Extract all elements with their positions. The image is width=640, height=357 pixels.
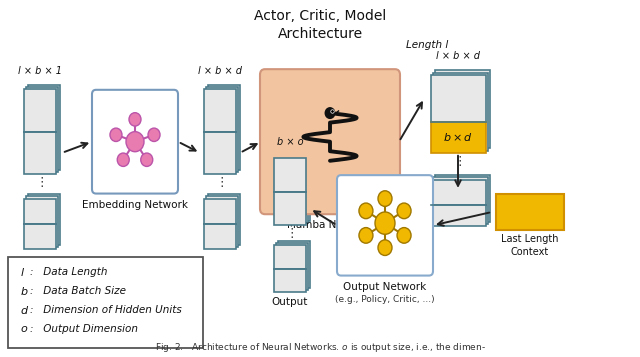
Circle shape [117, 153, 129, 166]
Text: (e.g., Policy, Critic, ...): (e.g., Policy, Critic, ...) [335, 295, 435, 303]
Bar [206, 196, 238, 247]
Text: ⋮: ⋮ [36, 176, 48, 190]
Bar [274, 192, 306, 225]
Circle shape [325, 108, 335, 119]
Text: ⋮: ⋮ [285, 227, 298, 240]
Circle shape [397, 203, 411, 218]
Text: Actor, Critic, Model
Architecture: Actor, Critic, Model Architecture [254, 9, 386, 41]
Circle shape [378, 240, 392, 256]
Text: Embedding Network: Embedding Network [82, 200, 188, 210]
Bar [274, 246, 306, 269]
Bar [24, 198, 56, 224]
Bar [204, 132, 236, 174]
Text: $b \times d$: $b \times d$ [513, 205, 547, 219]
Text: Last Length
Context: Last Length Context [501, 234, 559, 257]
Bar [433, 72, 488, 151]
Bar [204, 198, 236, 224]
Text: Output: Output [272, 297, 308, 307]
Bar [278, 241, 310, 288]
Text: Fig. 2.   Architecture of Neural Networks. $o$ is output size, i.e., the dimen-: Fig. 2. Architecture of Neural Networks.… [154, 341, 486, 354]
Circle shape [129, 113, 141, 126]
Text: :   Data Batch Size: : Data Batch Size [30, 286, 126, 296]
Circle shape [397, 228, 411, 243]
Bar [204, 89, 236, 132]
Bar [28, 85, 60, 170]
Circle shape [110, 128, 122, 141]
Circle shape [148, 128, 160, 141]
Bar [24, 89, 56, 132]
Circle shape [126, 132, 144, 152]
Bar [8, 257, 203, 348]
Text: $b \times d$: $b \times d$ [443, 131, 473, 143]
Text: $o$: $o$ [20, 324, 28, 334]
Text: Output Network: Output Network [344, 282, 427, 292]
Bar [431, 180, 486, 205]
Bar [206, 87, 238, 172]
Text: $d$: $d$ [20, 304, 29, 316]
Text: l × b × 1: l × b × 1 [18, 66, 62, 76]
Bar [26, 196, 58, 247]
Bar [496, 194, 564, 230]
Bar [24, 132, 56, 174]
Bar [276, 243, 308, 290]
Bar [204, 224, 236, 250]
Text: :   Dimension of Hidden Units: : Dimension of Hidden Units [30, 305, 182, 315]
Text: $l$: $l$ [20, 266, 25, 278]
FancyBboxPatch shape [337, 175, 433, 276]
Bar [435, 70, 490, 149]
Bar [278, 154, 310, 221]
Circle shape [359, 228, 373, 243]
Circle shape [359, 203, 373, 218]
Bar [431, 75, 486, 122]
Bar [433, 177, 488, 224]
Bar [435, 175, 490, 222]
FancyBboxPatch shape [260, 69, 400, 214]
Circle shape [378, 191, 392, 206]
Text: :   Data Length: : Data Length [30, 267, 108, 277]
Bar [274, 159, 306, 192]
Bar [28, 194, 60, 245]
Text: $b$: $b$ [20, 285, 29, 297]
Bar [431, 205, 486, 226]
Bar [208, 194, 240, 245]
Text: l × b × d: l × b × d [436, 51, 480, 61]
Text: b × o: b × o [276, 137, 303, 147]
Bar [24, 224, 56, 250]
Text: ⋮: ⋮ [216, 176, 228, 190]
Bar [276, 156, 308, 223]
Bar [274, 269, 306, 292]
Text: Length l: Length l [406, 40, 448, 50]
Text: :   Output Dimension: : Output Dimension [30, 324, 138, 334]
Circle shape [375, 212, 395, 234]
FancyBboxPatch shape [92, 90, 178, 193]
Circle shape [141, 153, 153, 166]
Bar [431, 122, 486, 153]
Text: ⋮: ⋮ [454, 155, 467, 168]
Bar [26, 87, 58, 172]
Bar [208, 85, 240, 170]
Text: l × b × d: l × b × d [198, 66, 242, 76]
Text: Mamba Network: Mamba Network [287, 220, 372, 230]
